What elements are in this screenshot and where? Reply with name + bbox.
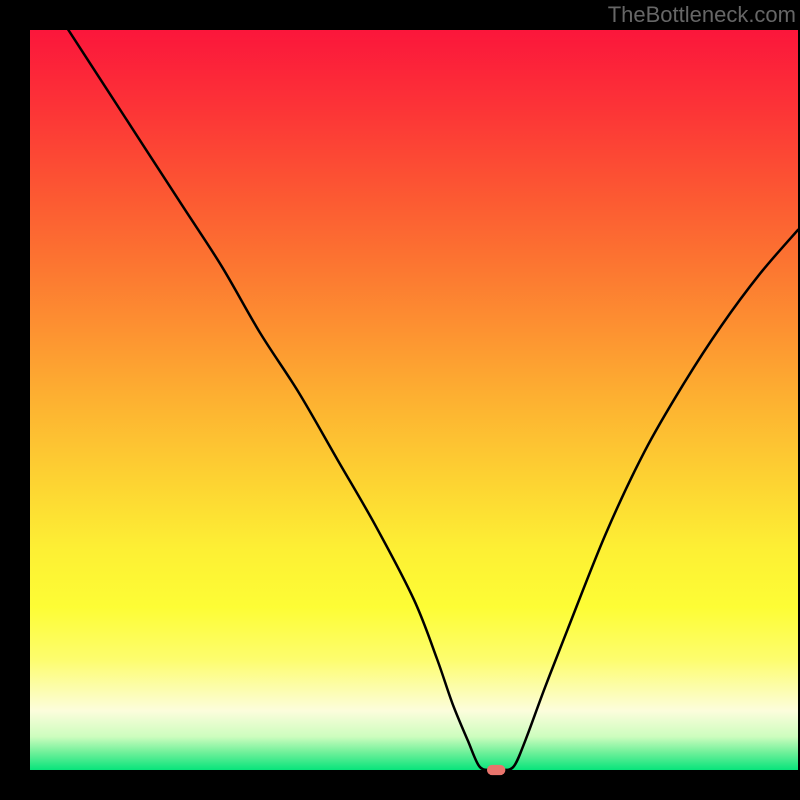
optimal-marker — [487, 765, 505, 775]
bottleneck-chart: TheBottleneck.com — [0, 0, 800, 800]
heat-gradient — [30, 30, 798, 770]
watermark: TheBottleneck.com — [608, 2, 796, 27]
